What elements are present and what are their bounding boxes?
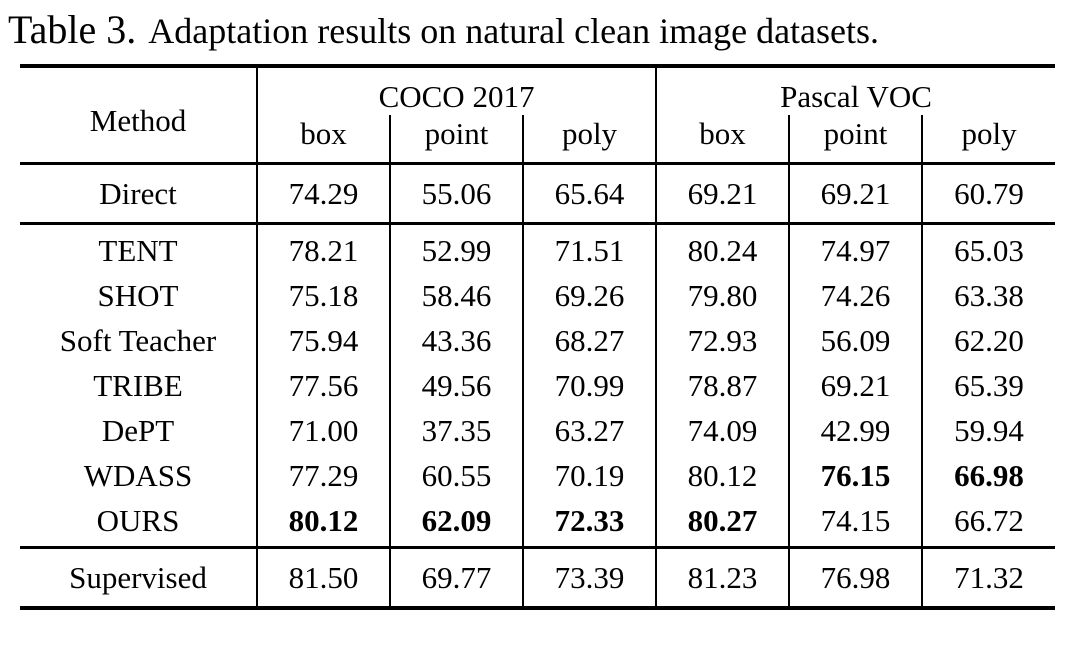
value-cell: 77.56 — [256, 363, 390, 408]
row-wdass: WDASS 77.29 60.55 70.19 80.12 76.15 66.9… — [20, 453, 1056, 498]
table-caption-label: Table 3. — [8, 7, 137, 52]
header-group-pascal-voc: Pascal VOC — [655, 64, 1056, 115]
value-cell: 77.29 — [256, 453, 390, 498]
results-table: Method COCO 2017 Pascal VOC box point po… — [20, 64, 1056, 610]
value-cell: 60.55 — [389, 453, 523, 498]
header-voc-poly: poly — [921, 115, 1056, 165]
method-cell: DePT — [101, 413, 175, 448]
section-direct: Direct 74.29 55.06 65.64 69.21 69.21 60.… — [20, 163, 1056, 225]
value-cell: 59.94 — [921, 408, 1056, 453]
value-cell: 66.72 — [921, 498, 1056, 549]
method-cell: Direct — [20, 163, 257, 225]
row-dept: DePT 71.00 37.35 63.27 74.09 42.99 59.94 — [20, 408, 1056, 453]
value-cell: 69.21 — [788, 363, 923, 408]
header-voc-box: box — [655, 115, 790, 165]
value-cell: 56.09 — [788, 318, 923, 363]
header-coco-point: point — [389, 115, 523, 165]
value-cell: 76.15 — [788, 453, 923, 498]
method-cell: TRIBE — [93, 368, 183, 403]
value-cell: 75.18 — [256, 273, 390, 318]
value-cell: 58.46 — [389, 273, 523, 318]
method-cell: TENT — [98, 233, 178, 268]
value-cell: 63.38 — [921, 273, 1056, 318]
value-cell: 72.33 — [521, 498, 657, 549]
value-cell: 70.19 — [521, 453, 657, 498]
row-shot: SHOT 75.18 58.46 69.26 79.80 74.26 63.38 — [20, 273, 1056, 318]
value-cell: 65.39 — [921, 363, 1056, 408]
value-cell: 74.97 — [788, 223, 923, 273]
section-supervised: Supervised 81.50 69.77 73.39 81.23 76.98… — [20, 547, 1056, 610]
value-cell: 37.35 — [389, 408, 523, 453]
value-cell: 74.15 — [788, 498, 923, 549]
value-cell: 71.00 — [256, 408, 390, 453]
table-header: Method COCO 2017 Pascal VOC box point po… — [20, 64, 1056, 165]
method-cell: Supervised — [20, 547, 257, 610]
row-direct: Direct 74.29 55.06 65.64 69.21 69.21 60.… — [20, 163, 1056, 225]
header-group-coco2017: COCO 2017 — [255, 64, 657, 115]
value-cell: 78.87 — [655, 363, 790, 408]
value-cell: 78.21 — [256, 223, 390, 273]
row-ours: OURS 80.12 62.09 72.33 80.27 74.15 66.72 — [20, 498, 1056, 549]
value-cell: 49.56 — [389, 363, 523, 408]
value-cell: 65.64 — [521, 163, 657, 225]
header-voc-point: point — [788, 115, 923, 165]
value-cell: 79.80 — [655, 273, 790, 318]
value-cell: 62.20 — [921, 318, 1056, 363]
value-cell: 74.29 — [256, 163, 390, 225]
header-coco-box: box — [256, 115, 390, 165]
value-cell: 73.39 — [521, 547, 657, 610]
value-cell: 81.23 — [655, 547, 790, 610]
value-cell: 74.09 — [655, 408, 790, 453]
table-caption-text: Adaptation results on natural clean imag… — [148, 11, 880, 51]
method-cell: SHOT — [97, 278, 179, 313]
value-cell: 60.79 — [921, 163, 1056, 225]
method-cell: OURS — [20, 498, 257, 549]
value-cell: 76.98 — [788, 547, 923, 610]
value-cell: 80.12 — [256, 498, 390, 549]
value-cell: 43.36 — [389, 318, 523, 363]
value-cell: 69.21 — [788, 163, 923, 225]
value-cell: 65.03 — [921, 223, 1056, 273]
header-group-row: Method COCO 2017 Pascal VOC — [20, 64, 1056, 165]
value-cell: 74.26 — [788, 273, 923, 318]
value-cell: 69.77 — [389, 547, 523, 610]
table-caption: Table 3. Adaptation results on natural cl… — [0, 0, 1080, 52]
method-cell: WDASS — [83, 458, 193, 493]
row-tent: TENT 78.21 52.99 71.51 80.24 74.97 65.03 — [20, 223, 1056, 273]
value-cell: 52.99 — [389, 223, 523, 273]
value-cell: 80.27 — [655, 498, 790, 549]
header-subcolumn-row: box point poly box point poly — [20, 115, 1056, 165]
header-coco-poly: poly — [521, 115, 657, 165]
value-cell: 80.12 — [655, 453, 790, 498]
method-cell: Soft Teacher — [59, 323, 217, 358]
value-cell: 72.93 — [655, 318, 790, 363]
value-cell: 63.27 — [521, 408, 657, 453]
value-cell: 71.51 — [521, 223, 657, 273]
row-tribe: TRIBE 77.56 49.56 70.99 78.87 69.21 65.3… — [20, 363, 1056, 408]
value-cell: 62.09 — [389, 498, 523, 549]
row-supervised: Supervised 81.50 69.77 73.39 81.23 76.98… — [20, 547, 1056, 610]
value-cell: 69.26 — [521, 273, 657, 318]
value-cell: 70.99 — [521, 363, 657, 408]
header-method: Method — [20, 64, 257, 165]
value-cell: 71.32 — [921, 547, 1056, 610]
value-cell: 42.99 — [788, 408, 923, 453]
value-cell: 68.27 — [521, 318, 657, 363]
value-cell: 69.21 — [655, 163, 790, 225]
value-cell: 55.06 — [389, 163, 523, 225]
row-soft-teacher: Soft Teacher 75.94 43.36 68.27 72.93 56.… — [20, 318, 1056, 363]
section-adaptation-methods: TENT 78.21 52.99 71.51 80.24 74.97 65.03… — [20, 223, 1056, 549]
value-cell: 81.50 — [256, 547, 390, 610]
value-cell: 80.24 — [655, 223, 790, 273]
value-cell: 75.94 — [256, 318, 390, 363]
value-cell: 66.98 — [921, 453, 1056, 498]
